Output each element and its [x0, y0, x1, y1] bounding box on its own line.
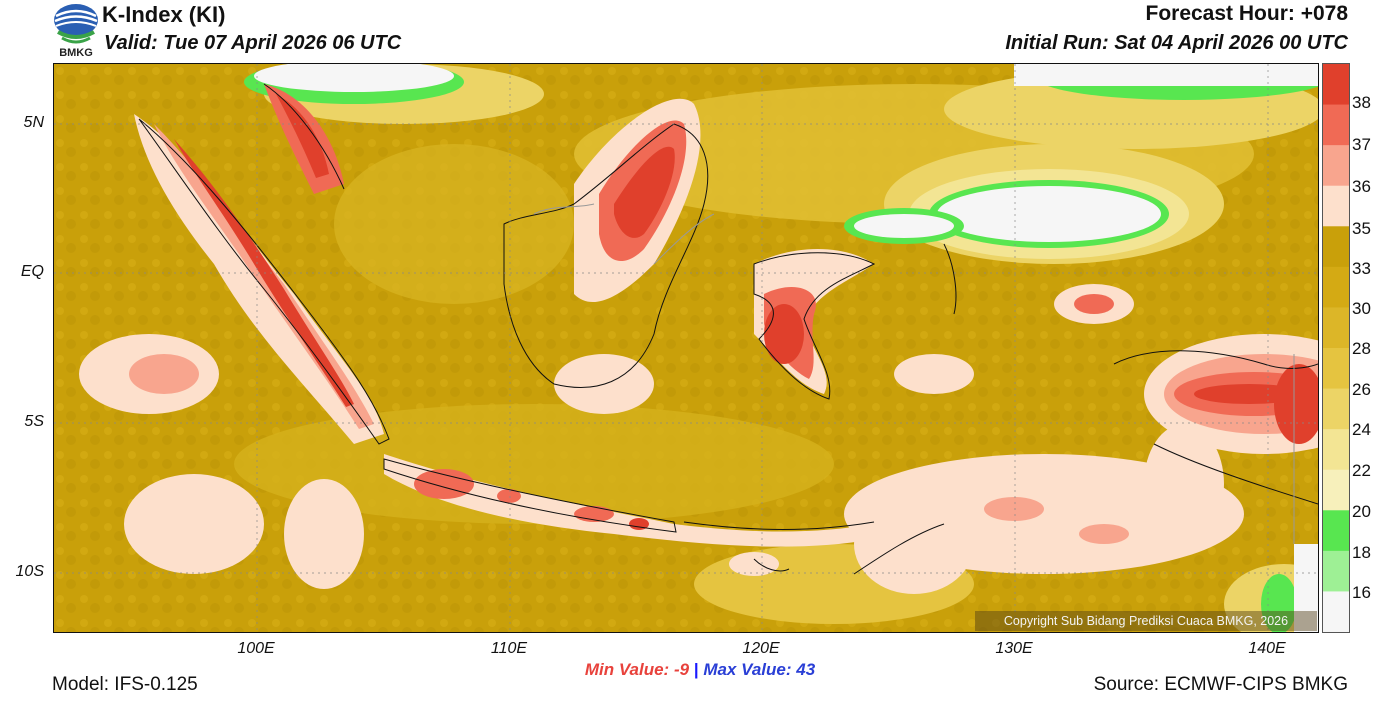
graticule: [54, 64, 1318, 632]
lat-tick-eq: EQ: [20, 263, 44, 280]
colorbar-label-18: 18: [1352, 543, 1371, 562]
high-index-areas: [79, 84, 1318, 594]
colorbar-label-33: 33: [1352, 259, 1371, 278]
colorbar-swatch: [1323, 469, 1349, 511]
source-label: Source: ECMWF-CIPS BMKG: [1093, 674, 1348, 695]
lon-tick-100e: 100E: [237, 640, 275, 657]
colorbar-swatch: [1323, 104, 1349, 146]
colorbar-label-30: 30: [1352, 299, 1371, 318]
colorbar-swatch: [1323, 145, 1349, 187]
colorbar-label-38: 38: [1352, 93, 1371, 112]
bmkg-logo: BMKG: [52, 2, 100, 59]
colorbar-label-26: 26: [1352, 380, 1371, 399]
map-canvas: [54, 64, 1318, 632]
colorbar-label-16: 16: [1352, 583, 1371, 602]
colorbar-label-22: 22: [1352, 461, 1371, 480]
colorbar-swatch: [1323, 429, 1349, 471]
coastlines: [138, 83, 1318, 575]
lat-tick-10s: 10S: [15, 563, 44, 580]
very-low-index-areas: [244, 64, 1318, 632]
initial-run: Initial Run: Sat 04 April 2026 00 UTC: [1005, 32, 1348, 54]
colorbar-label-28: 28: [1352, 339, 1371, 358]
lon-tick-140e: 140E: [1248, 640, 1286, 657]
max-value: 43: [796, 660, 816, 679]
colorbar-swatch: [1323, 64, 1349, 106]
colorbar-label-24: 24: [1352, 420, 1371, 439]
colorbar-label-35: 35: [1352, 219, 1371, 238]
min-label: Min Value:: [584, 660, 670, 679]
colorbar-swatch: [1323, 266, 1349, 308]
colorbar-swatch: [1323, 226, 1349, 268]
forecast-hour: Forecast Hour: +078: [1145, 2, 1349, 25]
min-max-separator: |: [693, 660, 699, 679]
k-index-map: [53, 63, 1319, 633]
colorbar-swatch: [1323, 591, 1349, 633]
colorbar-swatch: [1323, 550, 1349, 592]
colorbar: [1322, 63, 1350, 633]
lon-tick-130e: 130E: [995, 640, 1033, 657]
colorbar-label-20: 20: [1352, 502, 1371, 521]
min-max-line: Min Value: -9 | Max Value: 43: [0, 660, 1400, 680]
svg-text:BMKG: BMKG: [59, 47, 93, 58]
copyright-banner: Copyright Sub Bidang Prediksi Cuaca BMKG…: [975, 611, 1317, 631]
colorbar-label-37: 37: [1352, 135, 1371, 154]
lon-tick-120e: 120E: [742, 640, 780, 657]
colorbar-swatch: [1323, 307, 1349, 349]
min-value: -9: [673, 660, 690, 679]
colorbar-swatch: [1323, 388, 1349, 430]
lon-tick-110e: 110E: [490, 640, 528, 657]
lat-tick-5s: 5S: [24, 413, 44, 430]
chart-title: K-Index (KI): [102, 2, 226, 27]
colorbar-label-36: 36: [1352, 177, 1371, 196]
colorbar-swatch: [1323, 185, 1349, 227]
valid-time: Valid: Tue 07 April 2026 06 UTC: [104, 32, 402, 54]
max-label: Max Value:: [703, 660, 792, 679]
model-label: Model: IFS-0.125: [52, 674, 198, 695]
borders: [533, 203, 1295, 544]
lat-tick-5n: 5N: [23, 114, 44, 131]
colorbar-swatches: [1323, 64, 1349, 633]
colorbar-swatch: [1323, 348, 1349, 390]
colorbar-swatch: [1323, 510, 1349, 552]
